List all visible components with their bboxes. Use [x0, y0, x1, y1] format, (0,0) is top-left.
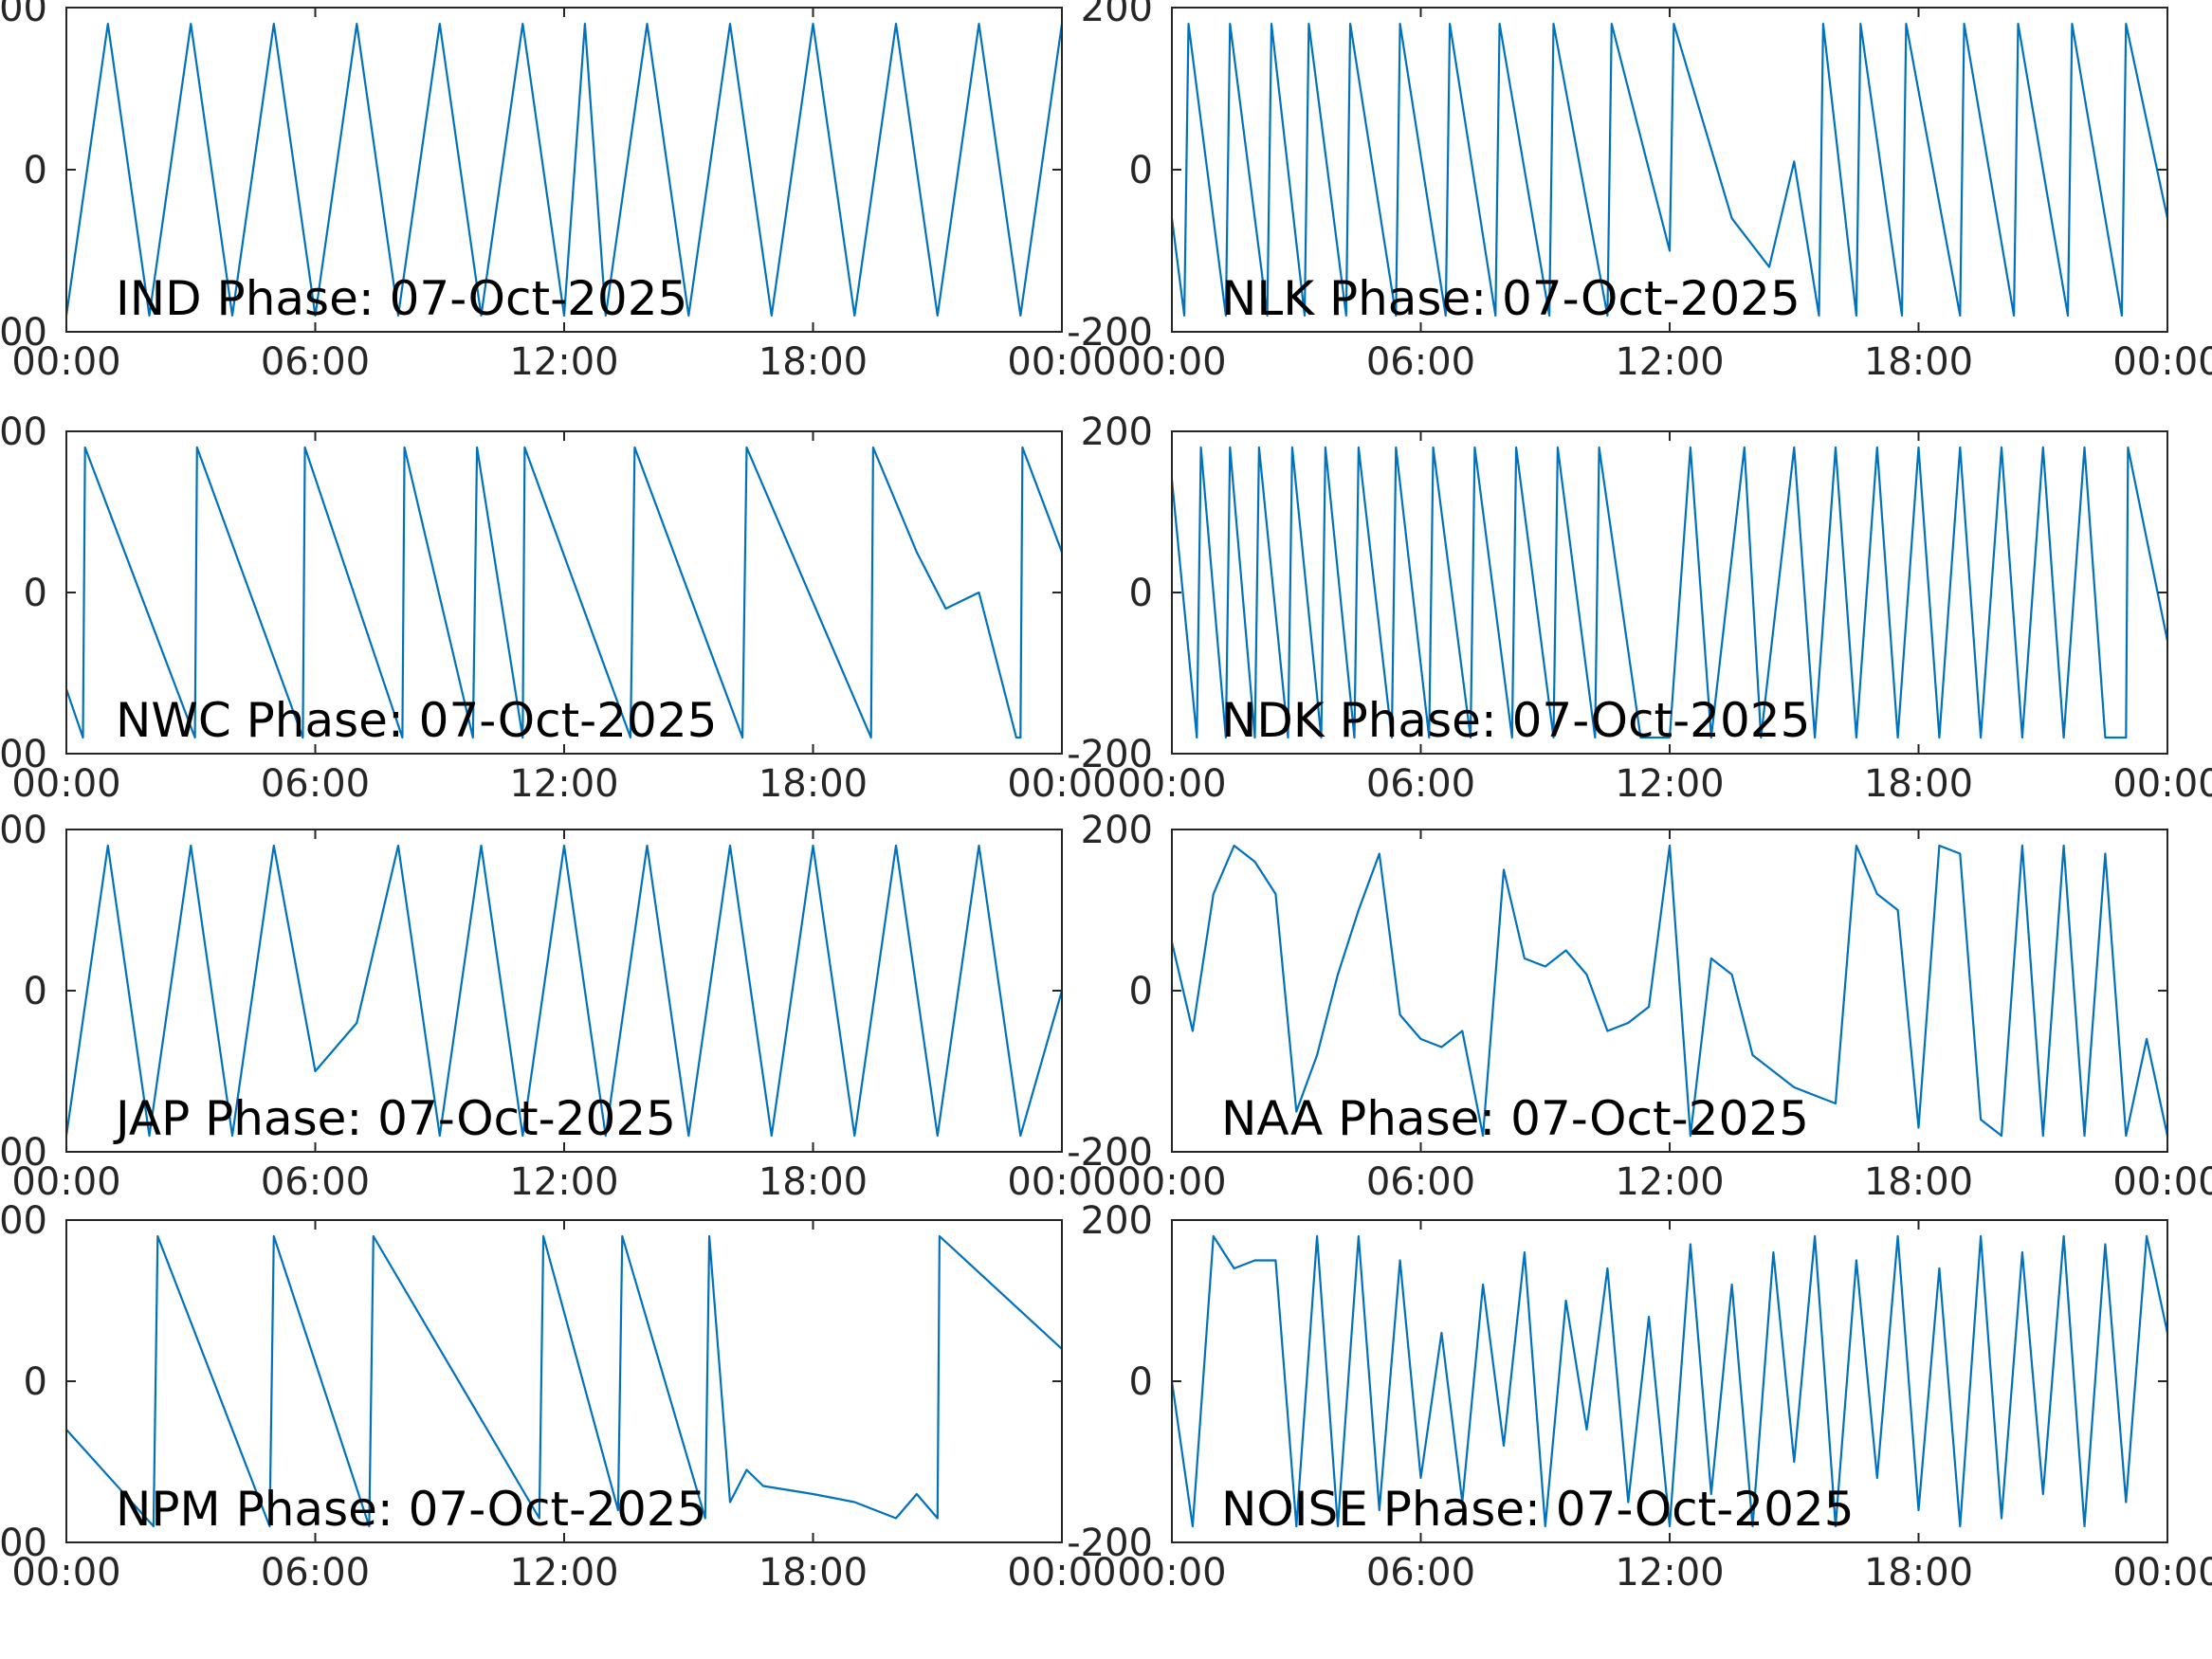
y-tick-label: 0 [24, 572, 47, 615]
x-tick-label: 00:00 [11, 762, 120, 806]
y-tick-label: 0 [1129, 149, 1153, 192]
x-tick-label: 06:00 [261, 762, 370, 806]
y-tick-label: 0 [1129, 1360, 1153, 1404]
series-line [1172, 446, 2167, 739]
y-tick-label: -200 [0, 1131, 47, 1175]
y-tick-label: -200 [1067, 1522, 1153, 1565]
x-tick-label: 18:00 [1864, 1160, 1973, 1204]
x-tick-label: 00:00 [1117, 762, 1226, 806]
x-tick-label: 00:00 [11, 1551, 120, 1595]
series-line [66, 446, 1062, 739]
x-tick-label: 12:00 [1615, 1551, 1724, 1595]
series-line [1172, 23, 2167, 317]
x-tick-label: 00:00 [2112, 762, 2212, 806]
x-tick-label: 00:00 [1007, 1551, 1116, 1595]
x-tick-label: 06:00 [261, 1160, 370, 1204]
panel-title: NLK Phase: 07-Oct-2025 [1221, 271, 1801, 326]
x-tick-label: 00:00 [1117, 1551, 1226, 1595]
x-tick-label: 00:00 [2112, 340, 2212, 384]
x-tick-label: 00:00 [1117, 340, 1226, 384]
x-tick-label: 06:00 [1366, 1551, 1475, 1595]
x-tick-label: 18:00 [759, 1551, 868, 1595]
x-tick-label: 00:00 [1117, 1160, 1226, 1204]
panel-title: NAA Phase: 07-Oct-2025 [1221, 1091, 1809, 1146]
x-tick-label: 12:00 [1615, 340, 1724, 384]
x-tick-label: 12:00 [1615, 762, 1724, 806]
x-tick-label: 12:00 [509, 1551, 618, 1595]
x-tick-label: 18:00 [759, 762, 868, 806]
y-tick-label: 200 [1081, 809, 1153, 852]
y-tick-label: -200 [0, 733, 47, 776]
y-tick-label: -200 [1067, 733, 1153, 776]
x-tick-label: 00:00 [1007, 762, 1116, 806]
x-tick-label: 00:00 [2112, 1551, 2212, 1595]
y-tick-label: 0 [24, 149, 47, 192]
x-tick-label: 06:00 [1366, 1160, 1475, 1204]
x-tick-label: 00:00 [11, 340, 120, 384]
y-tick-label: 200 [0, 809, 47, 852]
panel-title: NOISE Phase: 07-Oct-2025 [1221, 1482, 1855, 1537]
y-tick-label: 200 [1081, 1199, 1153, 1243]
y-tick-label: 200 [1081, 410, 1153, 454]
panel-title: NDK Phase: 07-Oct-2025 [1221, 693, 1810, 748]
series-line [66, 1234, 1062, 1528]
x-tick-label: 06:00 [1366, 340, 1475, 384]
x-tick-label: 00:00 [1007, 1160, 1116, 1204]
x-tick-label: 06:00 [261, 340, 370, 384]
y-tick-label: -200 [0, 1522, 47, 1565]
series-line [66, 844, 1062, 1138]
y-tick-label: -200 [0, 311, 47, 355]
x-tick-label: 18:00 [759, 1160, 868, 1204]
x-tick-label: 18:00 [1864, 340, 1973, 384]
y-tick-label: 0 [1129, 572, 1153, 615]
y-tick-label: 200 [0, 410, 47, 454]
x-tick-label: 18:00 [1864, 1551, 1973, 1595]
x-tick-label: 18:00 [759, 340, 868, 384]
x-tick-label: 06:00 [261, 1551, 370, 1595]
x-tick-label: 12:00 [509, 340, 618, 384]
y-tick-label: 200 [0, 1199, 47, 1243]
series-line [1172, 1234, 2167, 1528]
series-line [1172, 844, 2167, 1138]
x-tick-label: 12:00 [1615, 1160, 1724, 1204]
x-tick-label: 18:00 [1864, 762, 1973, 806]
x-tick-label: 00:00 [2112, 1160, 2212, 1204]
y-tick-label: -200 [1067, 1131, 1153, 1175]
y-tick-label: 0 [1129, 970, 1153, 1013]
y-tick-label: 0 [24, 970, 47, 1013]
y-tick-label: 0 [24, 1360, 47, 1404]
y-tick-label: -200 [1067, 311, 1153, 355]
y-tick-label: 200 [0, 0, 47, 30]
series-line [66, 23, 1062, 317]
x-tick-label: 00:00 [11, 1160, 120, 1204]
x-tick-label: 12:00 [509, 1160, 618, 1204]
x-tick-label: 00:00 [1007, 340, 1116, 384]
panel-title: NPM Phase: 07-Oct-2025 [116, 1482, 706, 1537]
panel-title: JAP Phase: 07-Oct-2025 [113, 1091, 676, 1146]
panel-title: NWC Phase: 07-Oct-2025 [116, 693, 717, 748]
y-tick-label: 200 [1081, 0, 1153, 30]
x-tick-label: 06:00 [1366, 762, 1475, 806]
x-tick-label: 12:00 [509, 762, 618, 806]
panel-title: IND Phase: 07-Oct-2025 [116, 271, 687, 326]
